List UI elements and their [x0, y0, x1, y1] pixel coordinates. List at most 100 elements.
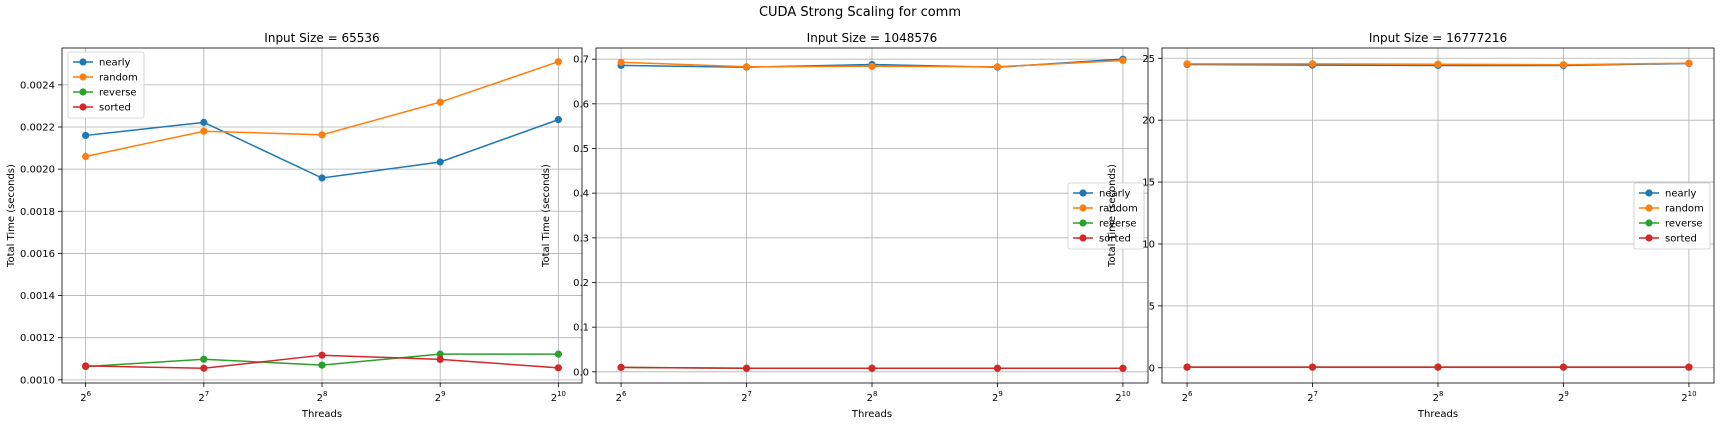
data-point-nearly: [436, 158, 444, 166]
legend-label-reverse: reverse: [99, 88, 137, 99]
legend-label-random: random: [1665, 204, 1704, 215]
data-point-sorted: [554, 364, 562, 372]
data-point-sorted: [617, 363, 625, 371]
data-point-sorted: [1183, 363, 1191, 371]
legend-swatch-marker: [1645, 234, 1653, 242]
x-tick-base: 2: [616, 393, 622, 404]
x-tick-exponent: 7: [1313, 390, 1317, 398]
legend-swatch-marker: [1079, 219, 1087, 227]
x-tick-label: 29: [435, 390, 446, 404]
y-tick-label: 0.0022: [20, 123, 55, 134]
x-tick-label: 28: [317, 390, 328, 404]
data-point-random: [318, 131, 326, 139]
data-point-nearly: [82, 131, 90, 140]
x-tick-label: 27: [198, 390, 209, 404]
x-tick-exponent: 8: [1439, 390, 1443, 398]
legend-label-reverse: reverse: [1665, 219, 1703, 230]
x-tick-exponent: 10: [1688, 390, 1697, 398]
x-axis-label: Threads: [851, 409, 892, 420]
x-tick-base: 2: [867, 393, 873, 404]
data-point-sorted: [436, 355, 444, 364]
y-axis-label: Total Time (seconds): [541, 164, 552, 268]
x-tick-label: 29: [992, 390, 1003, 404]
legend-swatch-marker: [79, 58, 87, 66]
x-tick-label: 210: [551, 390, 566, 404]
legend-swatch-marker: [79, 88, 87, 96]
x-tick-base: 2: [435, 393, 441, 404]
data-point-sorted: [1308, 363, 1317, 371]
data-point-random: [993, 63, 1002, 71]
x-tick-exponent: 10: [557, 390, 566, 398]
data-point-reverse: [200, 355, 208, 363]
x-tick-label: 28: [867, 390, 878, 404]
x-tick-exponent: 9: [441, 390, 445, 398]
legend-label-random: random: [99, 73, 138, 84]
x-tick-exponent: 7: [205, 390, 209, 398]
x-tick-label: 29: [1558, 390, 1569, 404]
y-tick-label: 0.0024: [20, 80, 55, 91]
x-tick-label: 27: [1307, 390, 1318, 404]
y-tick-label: 0.7: [573, 55, 589, 66]
y-tick-label: 15: [1142, 178, 1155, 189]
legend-label-random: random: [1099, 204, 1138, 215]
legend-swatch-marker: [79, 73, 87, 81]
data-point-random: [200, 127, 208, 135]
legend-label-nearly: nearly: [1665, 189, 1697, 200]
data-point-random: [554, 58, 562, 66]
x-tick-base: 2: [1433, 393, 1439, 404]
y-tick-label: 0.2: [573, 278, 589, 289]
data-point-reverse: [554, 350, 562, 358]
y-tick-label: 0.1: [573, 323, 589, 334]
y-tick-label: 0.0018: [20, 207, 55, 218]
y-tick-label: 0.0014: [20, 291, 55, 302]
x-tick-label: 210: [1115, 390, 1130, 404]
chart-title: Input Size = 16777216: [1369, 31, 1507, 45]
legend-swatch-marker: [1645, 219, 1653, 227]
data-point-sorted: [1559, 363, 1568, 371]
y-tick-label: 0.6: [573, 99, 589, 110]
y-axis-label: Total Time (seconds): [1107, 164, 1118, 268]
x-tick-exponent: 6: [622, 390, 627, 398]
legend-label-sorted: sorted: [99, 103, 131, 114]
x-tick-base: 2: [80, 393, 86, 404]
data-point-random: [742, 63, 751, 71]
data-point-nearly: [200, 118, 208, 126]
data-point-reverse: [318, 361, 326, 369]
data-point-sorted: [1434, 363, 1442, 371]
data-point-random: [82, 152, 90, 161]
x-tick-exponent: 6: [87, 390, 92, 398]
y-tick-label: 0.4: [573, 189, 589, 200]
data-point-random: [868, 62, 876, 70]
x-axis-label: Threads: [301, 409, 342, 420]
data-point-random: [436, 98, 444, 106]
data-point-reverse: [436, 350, 444, 358]
data-point-random: [1183, 60, 1191, 68]
x-tick-base: 2: [1681, 393, 1687, 404]
data-point-random: [617, 58, 625, 66]
legend-box: [67, 51, 145, 119]
legend-box: [1633, 182, 1711, 250]
x-tick-exponent: 9: [998, 390, 1002, 398]
y-tick-label: 0.0010: [20, 375, 55, 386]
data-point-random: [1685, 59, 1693, 67]
x-tick-base: 2: [1307, 393, 1313, 404]
chart-title: Input Size = 1048576: [807, 31, 938, 45]
data-point-nearly: [554, 116, 562, 124]
x-tick-label: 210: [1681, 390, 1696, 404]
x-tick-base: 2: [992, 393, 998, 404]
data-point-random: [1119, 56, 1127, 65]
data-point-sorted: [1119, 364, 1127, 372]
x-tick-label: 26: [616, 390, 627, 404]
x-tick-exponent: 7: [747, 390, 751, 398]
y-tick-label: 0.0: [573, 367, 589, 378]
data-point-sorted: [868, 364, 876, 372]
y-tick-label: 5: [1149, 301, 1155, 312]
legend-swatch-marker: [1645, 189, 1653, 197]
data-point-sorted: [82, 362, 90, 370]
legend-label-sorted: sorted: [1099, 234, 1131, 245]
legend-swatch-marker: [1079, 234, 1087, 242]
data-point-sorted: [318, 351, 326, 359]
legend-swatch-marker: [79, 103, 87, 111]
